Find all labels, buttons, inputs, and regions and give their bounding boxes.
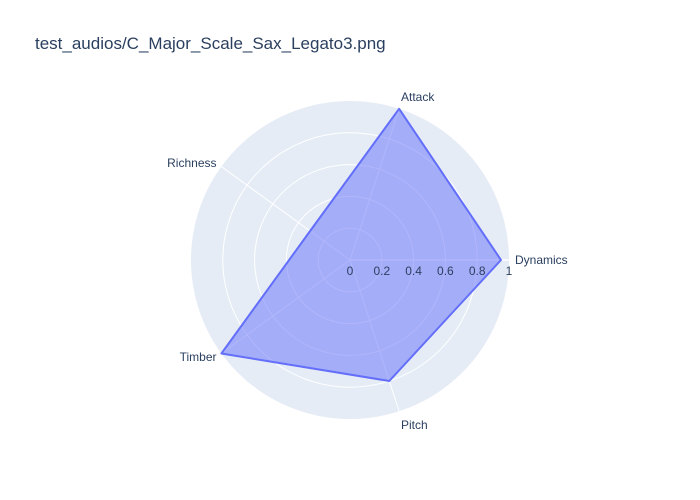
- radial-tick-label: 1: [506, 264, 513, 278]
- radial-tick-label: 0.2: [373, 264, 390, 278]
- radial-tick-label: 0.8: [469, 264, 486, 278]
- chart-title: test_audios/C_Major_Scale_Sax_Legato3.pn…: [35, 34, 386, 53]
- radial-tick-label: 0.6: [437, 264, 454, 278]
- category-label-richness: Richness: [167, 156, 216, 170]
- category-label-attack: Attack: [401, 90, 435, 104]
- radial-tick-labels: 0 0.2 0.4 0.6 0.8 1: [347, 264, 513, 278]
- radial-tick-label: 0: [347, 264, 354, 278]
- category-label-pitch: Pitch: [401, 418, 428, 432]
- radial-tick-label: 0.4: [405, 264, 422, 278]
- category-label-dynamics: Dynamics: [515, 253, 568, 267]
- category-labels: Dynamics Attack Richness Timber Pitch: [167, 90, 568, 432]
- category-label-timber: Timber: [180, 350, 217, 364]
- series-area: [220, 107, 502, 382]
